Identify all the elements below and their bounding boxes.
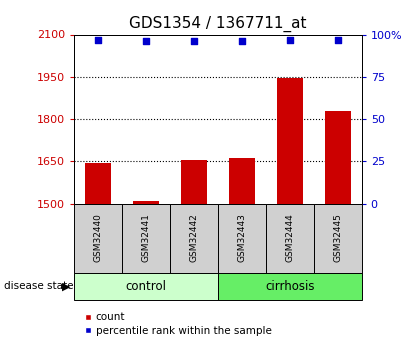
Bar xyxy=(218,204,266,273)
Point xyxy=(238,39,245,44)
Point xyxy=(143,39,149,44)
Point xyxy=(95,37,101,42)
Bar xyxy=(74,273,218,300)
Bar xyxy=(325,111,351,204)
Text: GSM32445: GSM32445 xyxy=(333,214,342,263)
Bar xyxy=(74,204,122,273)
Text: GSM32444: GSM32444 xyxy=(285,214,294,263)
Legend: count, percentile rank within the sample: count, percentile rank within the sample xyxy=(79,308,276,340)
Text: cirrhosis: cirrhosis xyxy=(265,280,314,293)
Text: control: control xyxy=(125,280,166,293)
Bar xyxy=(314,204,362,273)
Bar xyxy=(277,78,303,204)
Point xyxy=(286,37,293,42)
Text: GSM32443: GSM32443 xyxy=(237,214,246,263)
Text: disease state: disease state xyxy=(4,282,74,291)
Point xyxy=(191,39,197,44)
Bar xyxy=(133,201,159,204)
Bar xyxy=(181,160,207,204)
Text: GSM32441: GSM32441 xyxy=(141,214,150,263)
Bar xyxy=(229,158,255,204)
Title: GDS1354 / 1367711_at: GDS1354 / 1367711_at xyxy=(129,16,307,32)
Text: GSM32442: GSM32442 xyxy=(189,214,199,263)
Bar xyxy=(218,273,362,300)
Text: ▶: ▶ xyxy=(62,282,70,291)
Bar xyxy=(122,204,170,273)
Bar xyxy=(85,163,111,204)
Text: GSM32440: GSM32440 xyxy=(93,214,102,263)
Point xyxy=(335,37,341,42)
Bar xyxy=(266,204,314,273)
Bar xyxy=(170,204,218,273)
